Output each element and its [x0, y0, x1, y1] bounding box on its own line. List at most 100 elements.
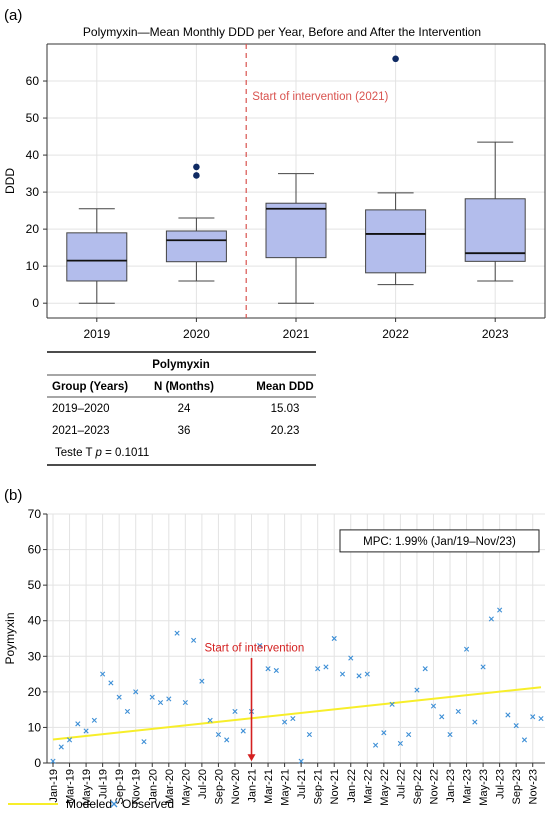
x-tick-label: Jul-22 [395, 769, 407, 799]
scatter-trend-chart: 0 10 20 30 40 50 60 70 Poymyxin Jan-19 Mar-19 May-1… [3, 507, 545, 811]
modeled-trend-line [52, 686, 542, 741]
x-tick-label: Jan-23 [445, 769, 457, 803]
y-tick-label: 60 [28, 543, 42, 557]
x-tick-label: Jan-22 [346, 769, 358, 803]
x-tick-label: Sep-20 [213, 769, 225, 804]
observed-point [538, 715, 544, 722]
table-col-group: Group (Years) [52, 381, 128, 393]
outlier-point [193, 163, 200, 171]
observed-point [389, 701, 395, 707]
y-tick-label: 10 [28, 720, 42, 734]
table-cell-mean-2: 20.23 [271, 425, 300, 437]
x-tick-label: Mar-19 [65, 769, 77, 804]
y-tick-label: 30 [28, 649, 42, 663]
legend-observed-swatch [110, 800, 118, 808]
observed-point [356, 673, 362, 679]
x-tick-label: Jan-21 [247, 769, 259, 803]
observed-point [406, 731, 412, 738]
observed-point [75, 721, 81, 727]
x-tick-label: Nov-22 [428, 769, 440, 804]
x-tick-label: 2021 [283, 327, 310, 341]
x-tick-label: Nov-21 [329, 769, 341, 804]
intervention-label: Start of intervention [205, 642, 305, 654]
x-tick-label: Jul-19 [98, 769, 110, 799]
x-tick-label: Nov-19 [131, 769, 143, 804]
observed-point [364, 671, 370, 677]
y-tick-label: 50 [28, 578, 42, 592]
outlier-point [392, 55, 399, 63]
observed-point [480, 664, 486, 670]
observed-point [513, 723, 519, 729]
x-tick-label: 2020 [183, 327, 210, 341]
observed-point [91, 717, 97, 723]
observed-point [530, 714, 536, 720]
observed-point [397, 740, 403, 747]
observed-point [505, 712, 511, 718]
table-cell-group-2: 2021–2023 [52, 425, 110, 437]
intervention-label: Start of intervention (2021) [252, 91, 388, 103]
box-plot-chart: 0 10 20 30 40 50 60 DDD Start of intervention (2… [3, 43, 546, 341]
x-tick-label: Nov-23 [528, 769, 540, 804]
x-tick-label: Mar-23 [462, 769, 474, 804]
observed-point [290, 715, 296, 722]
x-tick-label: Sep-19 [114, 769, 126, 804]
observed-point [323, 664, 329, 670]
box-2019 [66, 232, 128, 282]
x-tick-label: May-23 [478, 769, 490, 806]
observed-point [472, 719, 478, 725]
observed-point [521, 737, 528, 743]
x-tick-label: Jul-23 [495, 769, 507, 799]
observed-point [149, 694, 155, 700]
box-2021 [265, 202, 327, 259]
y-axis-label: DDD [3, 168, 17, 194]
observed-point [100, 671, 106, 677]
y-tick-label: 50 [26, 111, 40, 125]
x-tick-label: May-21 [280, 769, 292, 806]
table-col-mean: Mean DDD [256, 381, 314, 393]
x-tick-label: Jan-20 [147, 769, 159, 803]
observed-point [207, 717, 213, 723]
observed-point [265, 666, 271, 672]
y-tick-label: 0 [34, 756, 41, 770]
y-tick-label: 40 [26, 148, 40, 162]
observed-point [199, 678, 205, 684]
observed-point [58, 744, 64, 750]
x-tick-label: May-22 [379, 769, 391, 806]
y-tick-label: 30 [26, 185, 40, 199]
observed-point [430, 703, 437, 709]
x-tick-label: Jul-20 [197, 769, 209, 799]
x-tick-label: Mar-22 [362, 769, 374, 804]
panel-b-label: (b) [4, 487, 22, 504]
table-cell-group-1: 2019–2020 [52, 403, 110, 415]
observed-point [455, 708, 461, 715]
observed-point [83, 728, 89, 734]
observed-point [422, 666, 428, 672]
observed-point [497, 607, 503, 613]
table-cell-n-2: 36 [178, 425, 191, 437]
x-tick-label: Sep-23 [511, 769, 523, 804]
y-tick-label: 0 [32, 296, 39, 310]
observed-point [157, 699, 164, 706]
x-tick-label: 2019 [83, 327, 110, 341]
y-tick-label: 10 [26, 259, 40, 273]
panel-a-label: (a) [4, 7, 22, 24]
x-tick-label: May-20 [180, 769, 192, 806]
box-2023 [464, 198, 526, 262]
y-tick-label: 40 [28, 614, 42, 628]
intervention-arrow-head [247, 754, 256, 762]
y-tick-label: 20 [28, 685, 42, 699]
y-tick-label: 60 [26, 74, 40, 88]
observed-point [108, 680, 114, 686]
table-col-n: N (Months) [154, 381, 214, 393]
observed-point [215, 731, 222, 738]
observed-point [124, 708, 131, 715]
box-2020 [165, 230, 227, 263]
x-tick-label: 2023 [482, 327, 509, 341]
x-tick-label: Jul-21 [296, 769, 308, 799]
observed-point [372, 742, 379, 748]
observed-point [463, 646, 470, 652]
x-tick-label: 2022 [382, 327, 409, 341]
observed-point [182, 699, 188, 706]
legend-modeled-label: Modeled [66, 797, 112, 811]
